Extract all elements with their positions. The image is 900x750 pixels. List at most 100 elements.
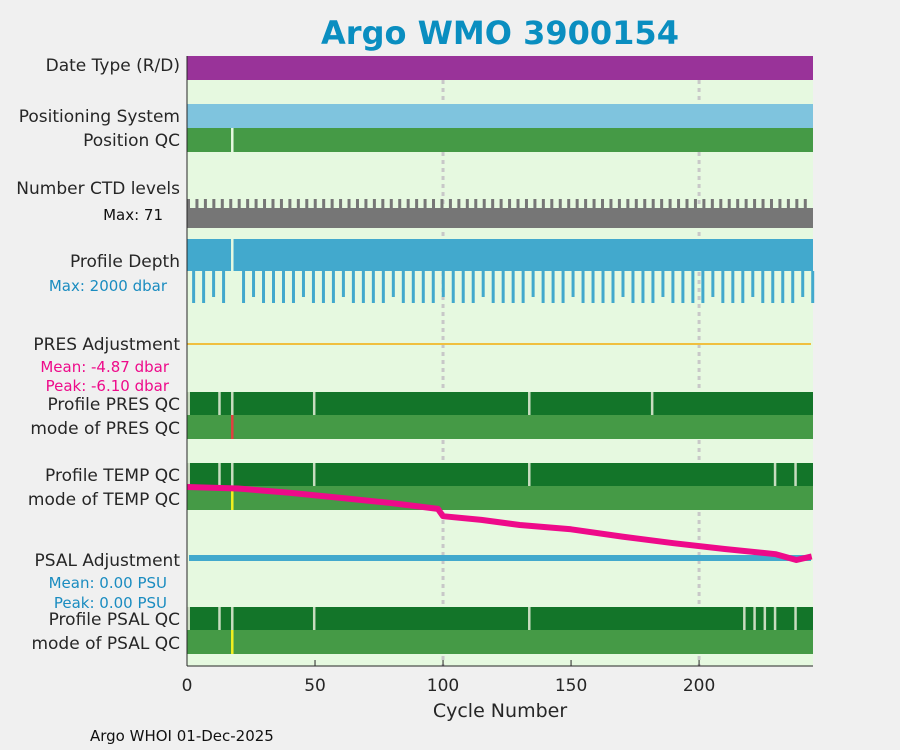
psal-peak-label: Peak: 0.00 PSU [54,594,167,612]
profile-depth-tick [701,271,705,303]
profile-depth-tick [511,271,515,303]
label-date-type: Date Type (R/D) [46,56,180,76]
profile-depth-tick [631,271,635,303]
profile-depth-tick [711,271,715,297]
ctd-level-tick [685,199,689,209]
ctd-level-tick [423,199,427,209]
x-tick-label: 50 [304,676,326,696]
label-mode-pres-qc: mode of PRES QC [30,419,180,439]
psal-adjustment-bar [189,555,811,561]
pres-qc-gap [231,392,234,415]
ctd-level-tick [457,199,461,209]
ctd-level-tick [778,199,782,209]
profile-depth-tick [691,271,695,303]
profile-depth-bar [187,239,813,271]
ctd-level-tick [786,199,790,209]
psal-qc-gap [231,607,234,630]
ctd-level-tick [660,199,664,209]
ctd-level-tick [727,199,731,209]
ctd-level-tick [313,199,317,209]
profile-depth-tick [501,271,505,303]
label-ctd-levels: Number CTD levels [16,179,180,199]
profile-depth-tick [321,271,325,303]
temp-qc-gap [187,463,190,486]
profile-depth-tick [411,271,415,303]
ctd-level-tick [482,199,486,209]
profile-depth-tick [721,271,725,303]
temp-qc-gap [794,463,797,486]
ctd-level-tick [795,199,799,209]
ctd-level-tick [499,199,503,209]
label-mode-temp-qc: mode of TEMP QC [28,490,180,510]
profile-depth-tick [391,271,395,297]
profile-depth-tick [361,271,365,303]
label-mode-psal-qc: mode of PSAL QC [31,634,180,654]
label-positioning: Positioning System [19,107,180,127]
pres-peak-label: Peak: -6.10 dbar [46,377,170,395]
ctd-level-tick [203,199,207,209]
ctd-level-tick [617,199,621,209]
pres-mean-label: Mean: -4.87 dbar [40,358,170,376]
profile-depth-tick [192,271,196,303]
date-type-bar [187,56,813,80]
profile-depth-tick [441,271,445,297]
ctd-level-tick [693,199,697,209]
ctd-level-tick [220,199,224,209]
ctd-level-tick [702,199,706,209]
ctd-level-tick [389,199,393,209]
profile-depth-tick [471,271,475,303]
ctd-level-tick [803,199,807,209]
profile-depth-tick [801,271,805,297]
ctd-level-tick [330,199,334,209]
profile-depth-tick [481,271,485,297]
profile-depth-tick [591,271,595,303]
positioning-bar [187,104,813,128]
profile-depth-tick [651,271,655,303]
label-profile-depth: Profile Depth [70,252,180,272]
temp-qc-profile-bar [187,463,813,486]
ctd-level-tick [398,199,402,209]
profile-depth-tick [311,271,315,303]
ctd-level-tick [601,199,605,209]
ctd-level-tick [558,199,562,209]
profile-depth-tick [781,271,785,303]
psal-qc-gap [773,607,777,630]
ctd-level-tick [550,199,554,209]
chart-title: Argo WMO 3900154 [321,14,679,52]
profile-depth-tick [571,271,575,297]
temp-qc-gap [773,463,777,486]
temp-qc-flag [231,486,234,510]
ctd-level-tick [761,199,765,209]
ctd-level-tick [516,199,520,209]
pres-qc-flag [231,415,234,439]
profile-depth-tick [461,271,465,303]
ctd-level-tick [668,199,672,209]
trend-line [186,484,813,563]
profile-depth-tick [262,271,266,303]
profile-depth-tick [252,271,256,297]
ctd-level-tick [288,199,292,209]
ctd-level-tick [347,199,351,209]
profile-depth-tick [202,271,206,303]
profile-depth-tick [551,271,555,303]
profile-depth-tick [791,271,795,303]
profile-depth-tick [451,271,455,303]
ctd-level-tick [355,199,359,209]
ctd-level-tick [263,199,267,209]
profile-depth-tick [291,271,295,303]
profile-depth-tick [301,271,305,297]
ctd-level-tick [584,199,588,209]
psal-qc-gap [187,607,190,630]
profile-depth-tick [661,271,665,297]
gridlines [441,56,701,666]
ctd-level-tick [533,199,537,209]
profile-depth-tick [621,271,625,297]
profile-depth-tick [751,271,755,297]
pres-qc-gap [218,392,221,415]
ctd-level-tick [465,199,469,209]
ctd-level-tick [432,199,436,209]
ctd-level-tick [541,199,545,209]
profile-depth-tick [281,271,285,303]
ctd-max-label: Max: 71 [103,206,163,224]
